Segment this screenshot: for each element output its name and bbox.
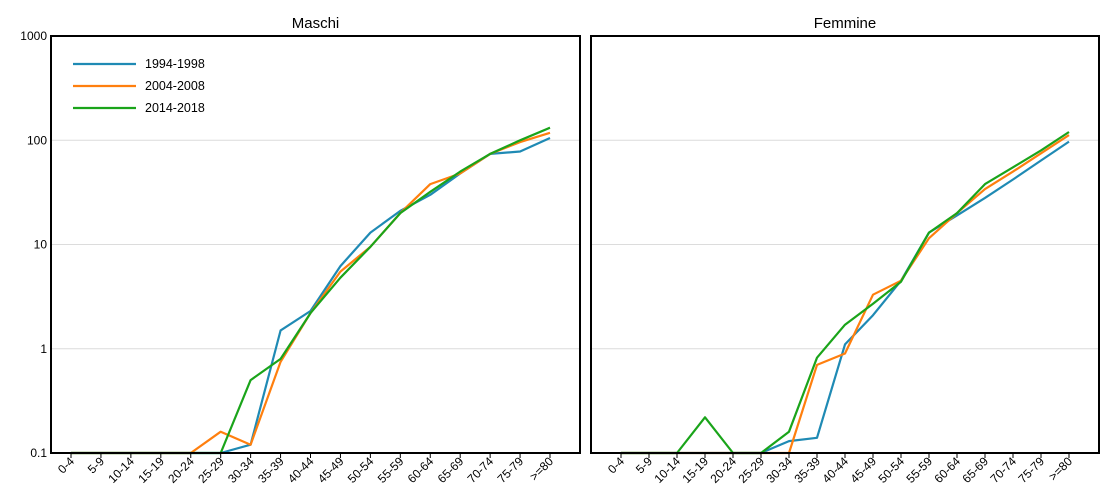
x-tick-label: 75-79 bbox=[495, 454, 527, 486]
x-tick-label: 65-69 bbox=[435, 454, 467, 486]
series-line-1994-1998 bbox=[621, 140, 1070, 455]
series-line-2014-2018 bbox=[621, 131, 1070, 455]
legend-label: 2014-2018 bbox=[145, 101, 205, 115]
panel-title: Femmine bbox=[814, 15, 877, 32]
x-tick-label: 70-74 bbox=[988, 454, 1020, 486]
x-tick-label: 70-74 bbox=[465, 454, 497, 486]
x-tick-label: 50-54 bbox=[345, 454, 377, 486]
x-tick-label: 45-49 bbox=[315, 454, 347, 486]
panel-title: Maschi bbox=[292, 15, 340, 32]
x-tick-label: 35-39 bbox=[792, 454, 824, 486]
x-tick-label: 0-4 bbox=[55, 454, 77, 476]
x-tick-label: 60-64 bbox=[932, 454, 964, 486]
x-tick-label: 40-44 bbox=[285, 454, 317, 486]
y-tick-label: 10 bbox=[34, 238, 48, 252]
panel-femmine: Femmine 0-4 5-910-1415-1920-2425-2930-3435… bbox=[590, 15, 1100, 486]
y-tick-label: 1 bbox=[40, 342, 47, 356]
x-tick-label: 10-14 bbox=[652, 454, 684, 486]
y-tick-label: 1000 bbox=[20, 29, 47, 43]
x-tick-label: 30-34 bbox=[764, 454, 796, 486]
x-tick-label: 55-59 bbox=[375, 454, 407, 486]
x-tick-label: 0-4 bbox=[605, 454, 627, 476]
x-tick-label: 50-54 bbox=[876, 454, 908, 486]
series-line-2004-2008 bbox=[71, 131, 551, 455]
x-tick-label: 65-69 bbox=[960, 454, 992, 486]
x-tick-label: 45-49 bbox=[848, 454, 880, 486]
x-tick-label: 30-34 bbox=[225, 454, 257, 486]
x-tick-label: 25-29 bbox=[736, 454, 768, 486]
legend-label: 2004-2008 bbox=[145, 79, 205, 93]
x-tick-label: 55-59 bbox=[904, 454, 936, 486]
x-tick-label: 20-24 bbox=[708, 454, 740, 486]
y-tick-label: 0.1 bbox=[30, 446, 47, 460]
x-tick-label: >=80 bbox=[1046, 454, 1075, 483]
x-tick-label: 40-44 bbox=[820, 454, 852, 486]
x-tick-label: 5-9 bbox=[633, 454, 655, 476]
legend-label: 1994-1998 bbox=[145, 57, 205, 71]
x-tick-label: >=80 bbox=[527, 454, 556, 483]
x-tick-label: 25-29 bbox=[195, 454, 227, 486]
x-tick-label: 15-19 bbox=[680, 454, 712, 486]
legend: 1994-1998 2004-2008 2014-2018 bbox=[73, 57, 205, 115]
x-tick-label: 35-39 bbox=[255, 454, 287, 486]
x-tick-label: 5-9 bbox=[85, 454, 107, 476]
x-tick-label: 10-14 bbox=[105, 454, 137, 486]
series-line-1994-1998 bbox=[71, 136, 551, 455]
y-tick-label: 100 bbox=[27, 133, 47, 147]
x-tick-label: 20-24 bbox=[165, 454, 197, 486]
series-line-2004-2008 bbox=[621, 134, 1070, 455]
series-line-2014-2018 bbox=[71, 126, 551, 455]
panel-frame bbox=[50, 35, 581, 454]
x-tick-label: 60-64 bbox=[405, 454, 437, 486]
x-tick-label: 75-79 bbox=[1016, 454, 1048, 486]
x-tick-label: 15-19 bbox=[135, 454, 167, 486]
